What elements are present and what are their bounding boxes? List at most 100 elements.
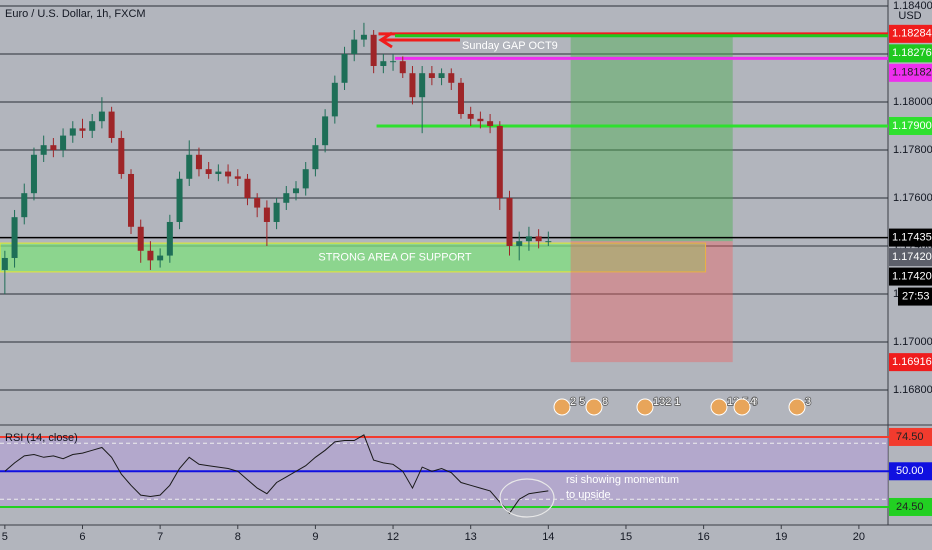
- candle-body: [50, 145, 57, 150]
- rsi-tag: [889, 427, 932, 446]
- candle-body: [428, 73, 435, 78]
- rsi-note: to upside: [566, 489, 611, 501]
- price-tag-label: 1.17420: [892, 270, 932, 282]
- event-label: 3: [805, 396, 811, 408]
- y-tick-label: 1.17600: [893, 192, 932, 204]
- candle-body: [506, 197, 513, 246]
- candle-body: [525, 236, 532, 242]
- candle-body: [195, 154, 202, 170]
- y-tick-label: 1.17000: [893, 336, 932, 348]
- chart-title: Euro / U.S. Dollar, 1h, FXCM: [5, 8, 146, 20]
- candle-body: [487, 121, 494, 126]
- candle-body: [283, 193, 290, 203]
- candle-body: [312, 145, 319, 170]
- event-icon: [733, 398, 751, 416]
- candle-body: [11, 217, 18, 258]
- candle-body: [157, 255, 164, 261]
- rsi-tag-label: 50.00: [896, 465, 924, 477]
- rsi-tag-label: 74.50: [896, 431, 924, 443]
- candle-body: [128, 173, 135, 227]
- candle-body: [254, 197, 261, 208]
- event-icon: [788, 398, 806, 416]
- candle-body: [380, 61, 387, 66]
- candle-body: [457, 82, 464, 114]
- candle-body: [419, 73, 426, 98]
- price-tag-label: 1.17435: [892, 231, 932, 243]
- candle-body: [448, 73, 455, 83]
- candle-body: [360, 34, 367, 40]
- event-icon: [636, 398, 654, 416]
- x-tick-label: 20: [853, 531, 865, 543]
- candle-body: [535, 236, 542, 242]
- x-tick-label: 15: [620, 531, 632, 543]
- candle-body: [341, 53, 348, 83]
- event-icon: [710, 398, 728, 416]
- candle-body: [166, 221, 173, 256]
- x-tick-label: 8: [235, 531, 241, 543]
- event-label: 8: [602, 396, 608, 408]
- candle-body: [273, 202, 280, 222]
- candle-body: [302, 169, 309, 189]
- candle-body: [516, 241, 523, 246]
- candle-body: [351, 39, 358, 54]
- x-tick-label: 14: [542, 531, 554, 543]
- candle-body: [322, 116, 329, 146]
- x-tick-label: 13: [465, 531, 477, 543]
- event-label: 132 1: [653, 396, 681, 408]
- support-label: STRONG AREA OF SUPPORT: [318, 251, 471, 263]
- candle-body: [215, 171, 222, 174]
- x-tick-label: 7: [157, 531, 163, 543]
- candle-body: [331, 82, 338, 117]
- price-tag: [889, 267, 932, 286]
- event-label: 2 5: [570, 396, 585, 408]
- support-zone: [0, 242, 707, 273]
- candle-body: [399, 61, 406, 74]
- price-tag-label: 1.17420: [892, 251, 932, 263]
- countdown: 27:53: [902, 290, 930, 302]
- price-tag-label: 1.17900: [892, 120, 932, 132]
- rsi-note: rsi showing momentum: [566, 474, 679, 486]
- candle-body: [370, 34, 377, 66]
- candle-body: [225, 171, 232, 177]
- x-tick-label: 16: [697, 531, 709, 543]
- event-icon: [553, 398, 571, 416]
- candle-body: [21, 193, 28, 218]
- price-tag-label: 1.16916: [892, 356, 932, 368]
- candle-body: [438, 73, 445, 78]
- candle-body: [79, 128, 86, 131]
- price-tag: [889, 63, 932, 82]
- price-tag: [889, 44, 932, 63]
- candle-body: [205, 169, 212, 174]
- x-tick-label: 9: [312, 531, 318, 543]
- candle-body: [186, 154, 193, 179]
- rsi-title: RSI (14, close): [5, 432, 78, 444]
- candle-body: [108, 111, 115, 138]
- gap-note: Sunday GAP OCT9: [462, 40, 558, 52]
- x-tick-label: 19: [775, 531, 787, 543]
- candle-body: [496, 125, 503, 198]
- candle-body: [147, 250, 154, 261]
- candle-body: [118, 137, 125, 174]
- rsi-tag-label: 24.50: [896, 501, 924, 513]
- candle-body: [244, 178, 251, 198]
- y-tick-label: 1.18400: [893, 0, 932, 12]
- y-tick-label: 1.16800: [893, 384, 932, 396]
- price-tag-label: 1.18182: [892, 67, 932, 79]
- candle-body: [176, 178, 183, 222]
- event-label: 4: [750, 396, 756, 408]
- candle-body: [390, 61, 397, 63]
- candle-body: [263, 207, 270, 222]
- candle-body: [234, 176, 241, 179]
- rsi-tag: [889, 497, 932, 516]
- rsi-tag: [889, 462, 932, 481]
- profit-zone: [570, 35, 733, 242]
- x-tick-label: 5: [2, 531, 8, 543]
- rsi-line: [4, 434, 549, 515]
- candle-body: [467, 113, 474, 119]
- currency: USD: [898, 10, 921, 22]
- event-icon: [585, 398, 603, 416]
- candle-body: [1, 257, 8, 270]
- price-tag: [889, 116, 932, 135]
- gap-arrow: [378, 31, 460, 49]
